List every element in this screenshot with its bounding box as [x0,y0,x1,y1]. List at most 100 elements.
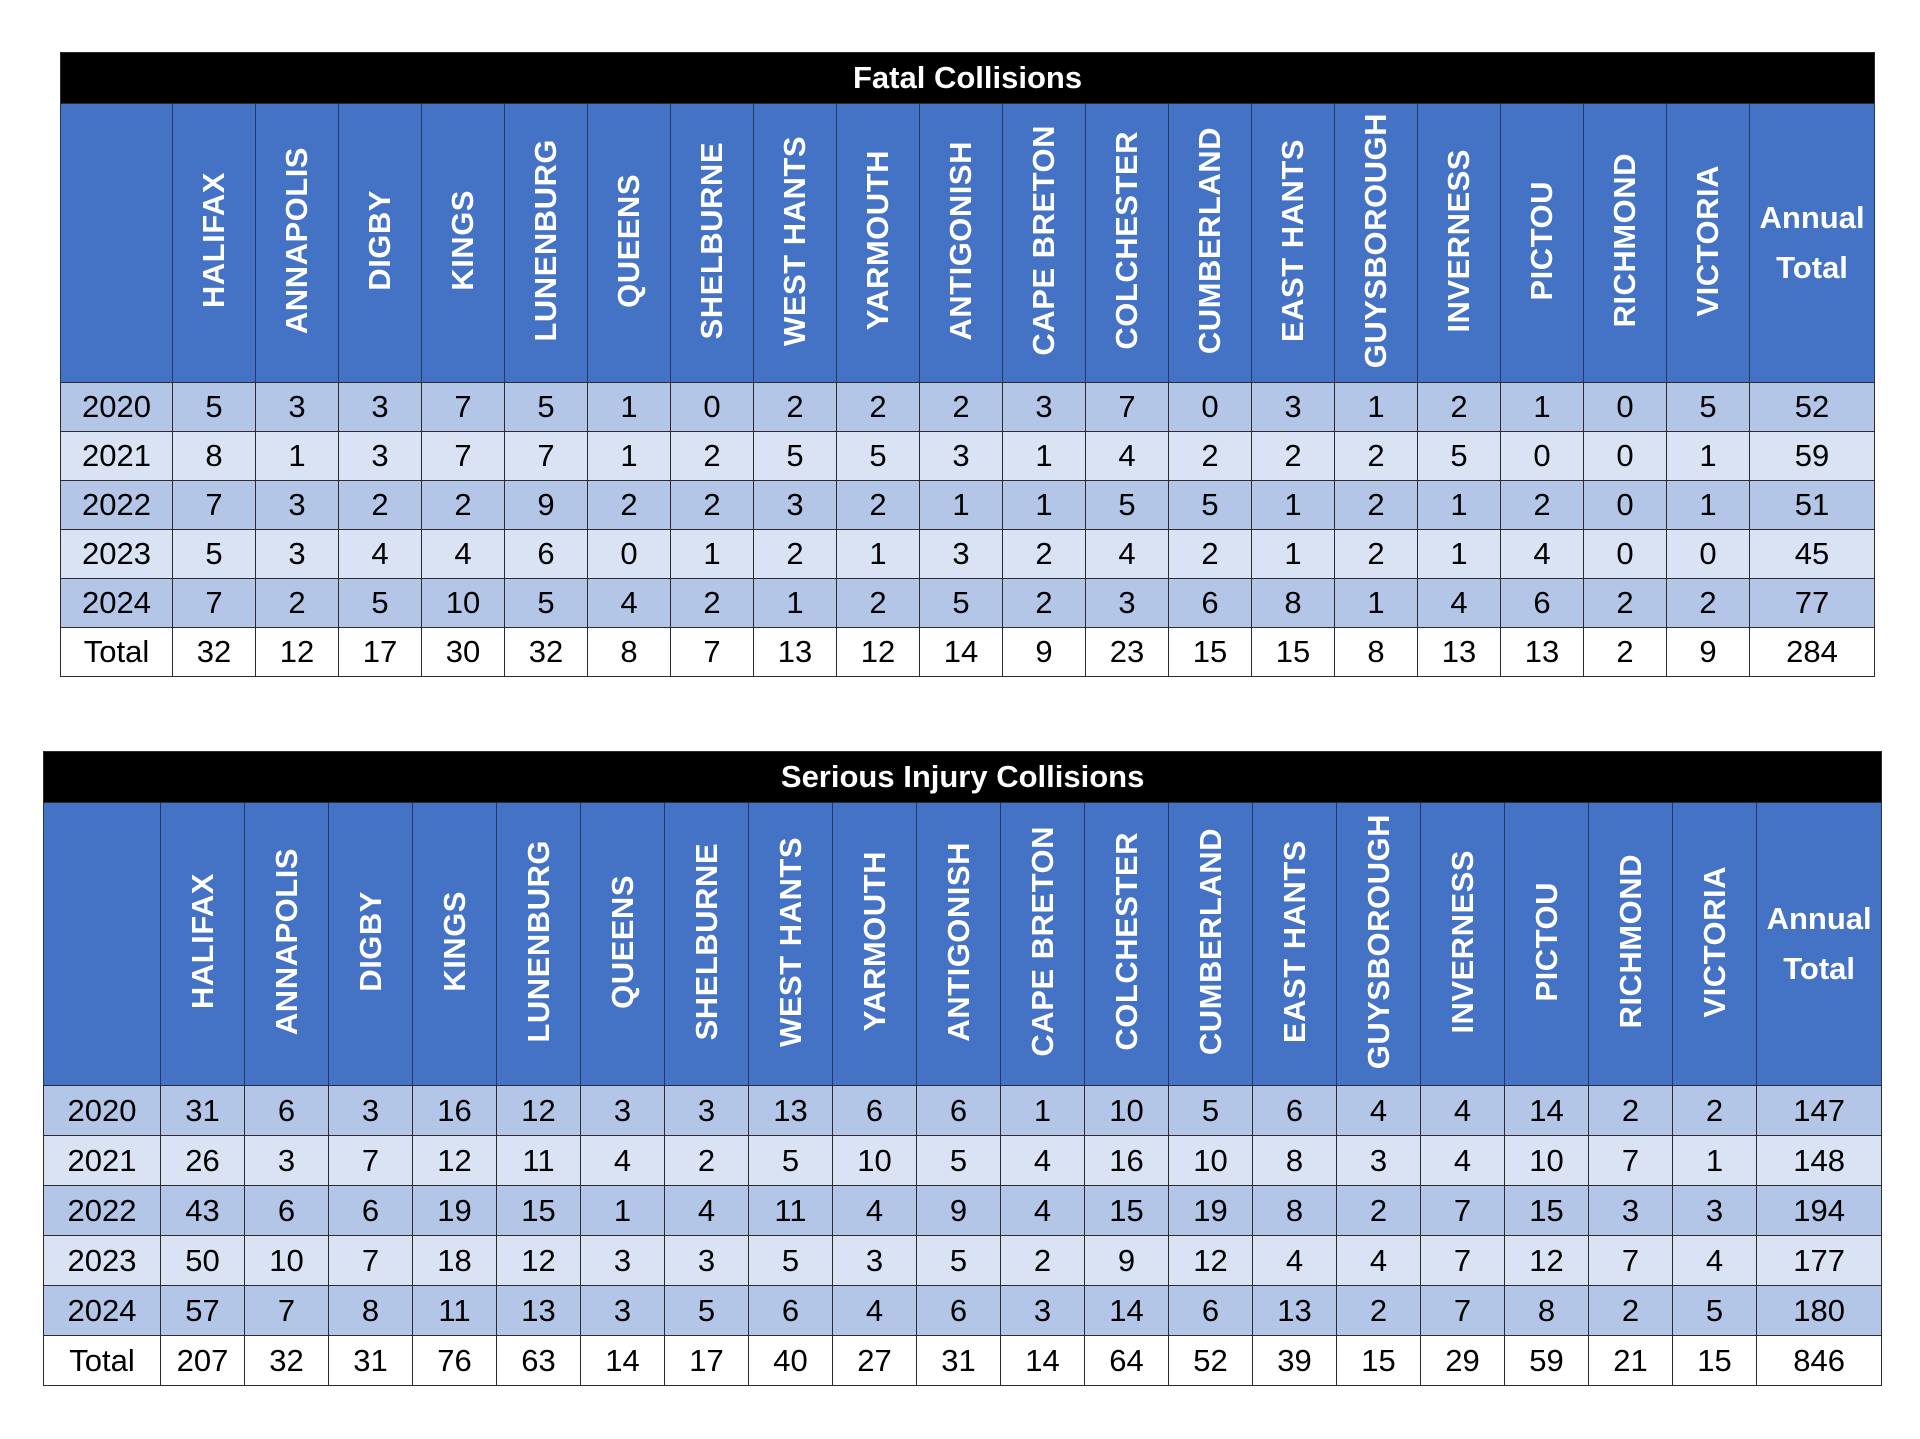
annual-total-cell: 147 [1755,1085,1883,1136]
column-header-label: YARMOUTH [860,150,895,331]
table-cell: 2 [670,480,754,530]
column-header: EAST HANTS [1252,802,1337,1086]
table-cell: 18 [412,1235,497,1286]
table-cell: 4 [587,578,671,628]
table-cell: 3 [664,1085,749,1136]
column-header-label: ANNAPOLIS [279,146,314,335]
table-cell: 3 [1002,382,1086,432]
table-cell: 40 [748,1335,833,1386]
table-cell: 15 [1168,627,1252,677]
table-cell: 6 [328,1185,413,1236]
column-header-label: VICTORIA [1690,164,1725,317]
table-cell: 57 [160,1285,245,1336]
table-cell: 2 [1000,1235,1085,1286]
table-cell: 12 [836,627,920,677]
column-header-label: ANNAPOLIS [268,847,304,1036]
table-cell: 2 [1334,480,1418,530]
table-cell: 21 [1588,1335,1673,1386]
table-cell: 17 [338,627,422,677]
table-cell: 7 [1085,382,1169,432]
column-header: DIGBY [328,802,413,1086]
table-cell: 3 [832,1235,917,1286]
table-cell: 7 [172,480,256,530]
table-cell: 1 [1334,382,1418,432]
annual-total-cell: 148 [1755,1135,1883,1186]
table-body: 2020 5 3 3 7 5 1 0 2 2 2 3 7 0 3 1 2 1 0 5 52 2021 8 1 3 7 7 1 2 5 5 3 1… [60,382,1876,677]
table-cell: 5 [172,529,256,579]
table-cell: 2 [1588,1285,1673,1336]
annual-total-label-line2: Total [1783,951,1855,986]
table-cell: 6 [244,1185,329,1236]
table-cell: 15 [496,1185,581,1236]
table-cell: 2 [1334,431,1418,481]
table-cell: 3 [1085,578,1169,628]
table-cell: 5 [1417,431,1501,481]
column-header: QUEENS [587,103,671,383]
column-header: ANNAPOLIS [244,802,329,1086]
table-cell: 7 [328,1135,413,1186]
row-label: 2022 [60,480,173,530]
row-label: 2024 [60,578,173,628]
table-cell: 32 [244,1335,329,1386]
column-header-label: DIGBY [352,891,388,992]
table-cell: 3 [1000,1285,1085,1336]
column-header-label: CAPE BRETON [1024,826,1060,1057]
table-cell: 17 [664,1335,749,1386]
annual-total-cell: 177 [1755,1235,1883,1286]
annual-total-cell: 52 [1748,382,1876,432]
table-cell: 1 [1251,480,1335,530]
table-cell: 4 [580,1135,665,1186]
table-cell: 5 [753,431,837,481]
table-cell: 2 [1334,529,1418,579]
table-cell: 6 [916,1285,1001,1336]
table-cell: 15 [1084,1185,1169,1236]
table-cell: 0 [587,529,671,579]
table-cell: 7 [172,578,256,628]
table-cell: 0 [1500,431,1584,481]
table-cell: 1 [1500,382,1584,432]
column-header-label: INVERNESS [1441,148,1476,333]
row-label: 2021 [60,431,173,481]
column-header: ANTIGONISH [916,802,1001,1086]
table-cell: 2 [1666,578,1750,628]
table-cell: 1 [1002,431,1086,481]
column-header-label: VICTORIA [1696,865,1732,1018]
column-header-label: GUYSBOROUGH [1360,813,1396,1070]
table-cell: 3 [328,1085,413,1136]
table-cell: 3 [1672,1185,1757,1236]
table-cell: 9 [1084,1235,1169,1286]
table-cell: 10 [1168,1135,1253,1186]
table-cell: 4 [1000,1185,1085,1236]
table-cell: 1 [1417,529,1501,579]
annual-total-label-line2: Total [1776,250,1848,285]
table-cell: 2 [670,431,754,481]
column-header: YARMOUTH [836,103,920,383]
annual-total-cell: 846 [1755,1335,1883,1386]
table-cell: 3 [919,431,1003,481]
table-cell: 6 [748,1285,833,1336]
table-cell: 5 [1168,480,1252,530]
table-cell: 4 [421,529,505,579]
table-cell: 9 [1666,627,1750,677]
column-header-label: SHELBURNE [688,842,724,1041]
table-cell: 1 [919,480,1003,530]
table-cell: 13 [748,1085,833,1136]
table-cell: 8 [1251,578,1335,628]
table-cell: 3 [1251,382,1335,432]
table-cell: 0 [1583,529,1667,579]
table-cell: 7 [1420,1185,1505,1236]
table-cell: 4 [1420,1085,1505,1136]
table-cell: 23 [1085,627,1169,677]
column-header: ANNAPOLIS [255,103,339,383]
row-label: Total [60,627,173,677]
annual-total-cell: 180 [1755,1285,1883,1336]
table-cell: 11 [496,1135,581,1186]
column-header: RICHMOND [1583,103,1667,383]
table-cell: 12 [496,1085,581,1136]
table-cell: 1 [1334,578,1418,628]
table-cell: 2 [836,382,920,432]
table-cell: 7 [1420,1285,1505,1336]
table-cell: 5 [504,578,588,628]
column-header: CUMBERLAND [1168,802,1253,1086]
table-cell: 2 [1583,627,1667,677]
